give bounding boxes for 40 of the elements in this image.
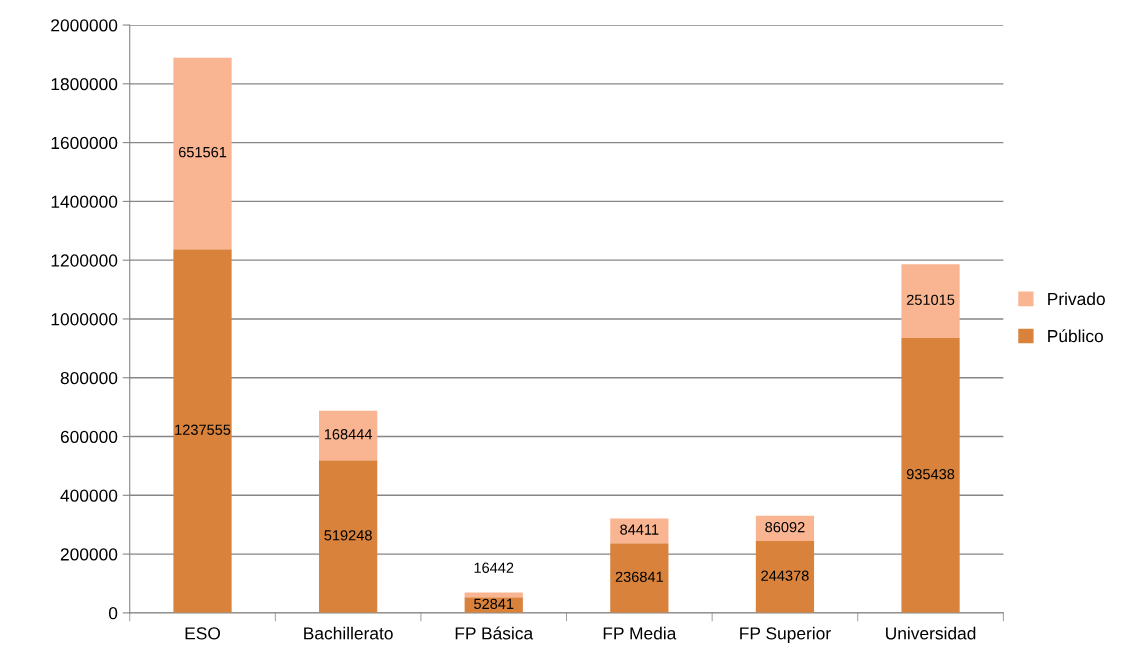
bar bbox=[173, 57, 232, 250]
data-label: 52841 bbox=[474, 598, 514, 610]
bar bbox=[319, 460, 378, 613]
bar bbox=[173, 249, 232, 613]
data-label: 86092 bbox=[765, 521, 805, 533]
y-tick-label: 1200000 bbox=[51, 254, 118, 267]
data-label: 1237555 bbox=[175, 424, 231, 435]
data-label: 84411 bbox=[620, 524, 659, 535]
x-tick-label: FP Superior bbox=[740, 626, 831, 643]
y-tick-label: 0 bbox=[108, 607, 118, 620]
x-tick-label: Universidad bbox=[886, 626, 976, 640]
y-tick-label: 800000 bbox=[60, 371, 118, 385]
data-label: 244378 bbox=[761, 570, 809, 581]
y-tick-label: 2000000 bbox=[51, 19, 118, 32]
y-tick-label: 1000000 bbox=[51, 313, 118, 326]
y-tick-label: 200000 bbox=[60, 548, 118, 561]
y-tick-label: 1600000 bbox=[51, 136, 118, 150]
y-tick-label: 600000 bbox=[60, 430, 118, 443]
data-label: 519248 bbox=[324, 530, 372, 541]
data-label: 16442 bbox=[474, 562, 514, 573]
x-tick-label: FP Media bbox=[603, 626, 677, 640]
bar bbox=[610, 543, 669, 613]
bar bbox=[610, 518, 669, 544]
data-label: 236841 bbox=[615, 571, 663, 582]
legend-label: Privado bbox=[1048, 292, 1105, 306]
x-tick-label: ESO bbox=[185, 627, 221, 640]
data-label: 251015 bbox=[906, 294, 955, 305]
bar bbox=[755, 541, 815, 613]
data-label: 168444 bbox=[324, 429, 373, 440]
x-tick-label: Bachillerato bbox=[304, 626, 393, 640]
bar bbox=[319, 410, 378, 461]
x-tick-label: FP Básica bbox=[455, 626, 534, 640]
bar bbox=[901, 264, 960, 338]
y-tick-label: 1400000 bbox=[51, 195, 118, 208]
bar bbox=[901, 337, 960, 613]
legend-label: Público bbox=[1048, 329, 1103, 343]
y-tick-label: 1800000 bbox=[51, 77, 118, 91]
data-label: 651561 bbox=[178, 146, 227, 158]
data-label: 935438 bbox=[906, 468, 955, 480]
y-tick-label: 400000 bbox=[60, 489, 118, 502]
